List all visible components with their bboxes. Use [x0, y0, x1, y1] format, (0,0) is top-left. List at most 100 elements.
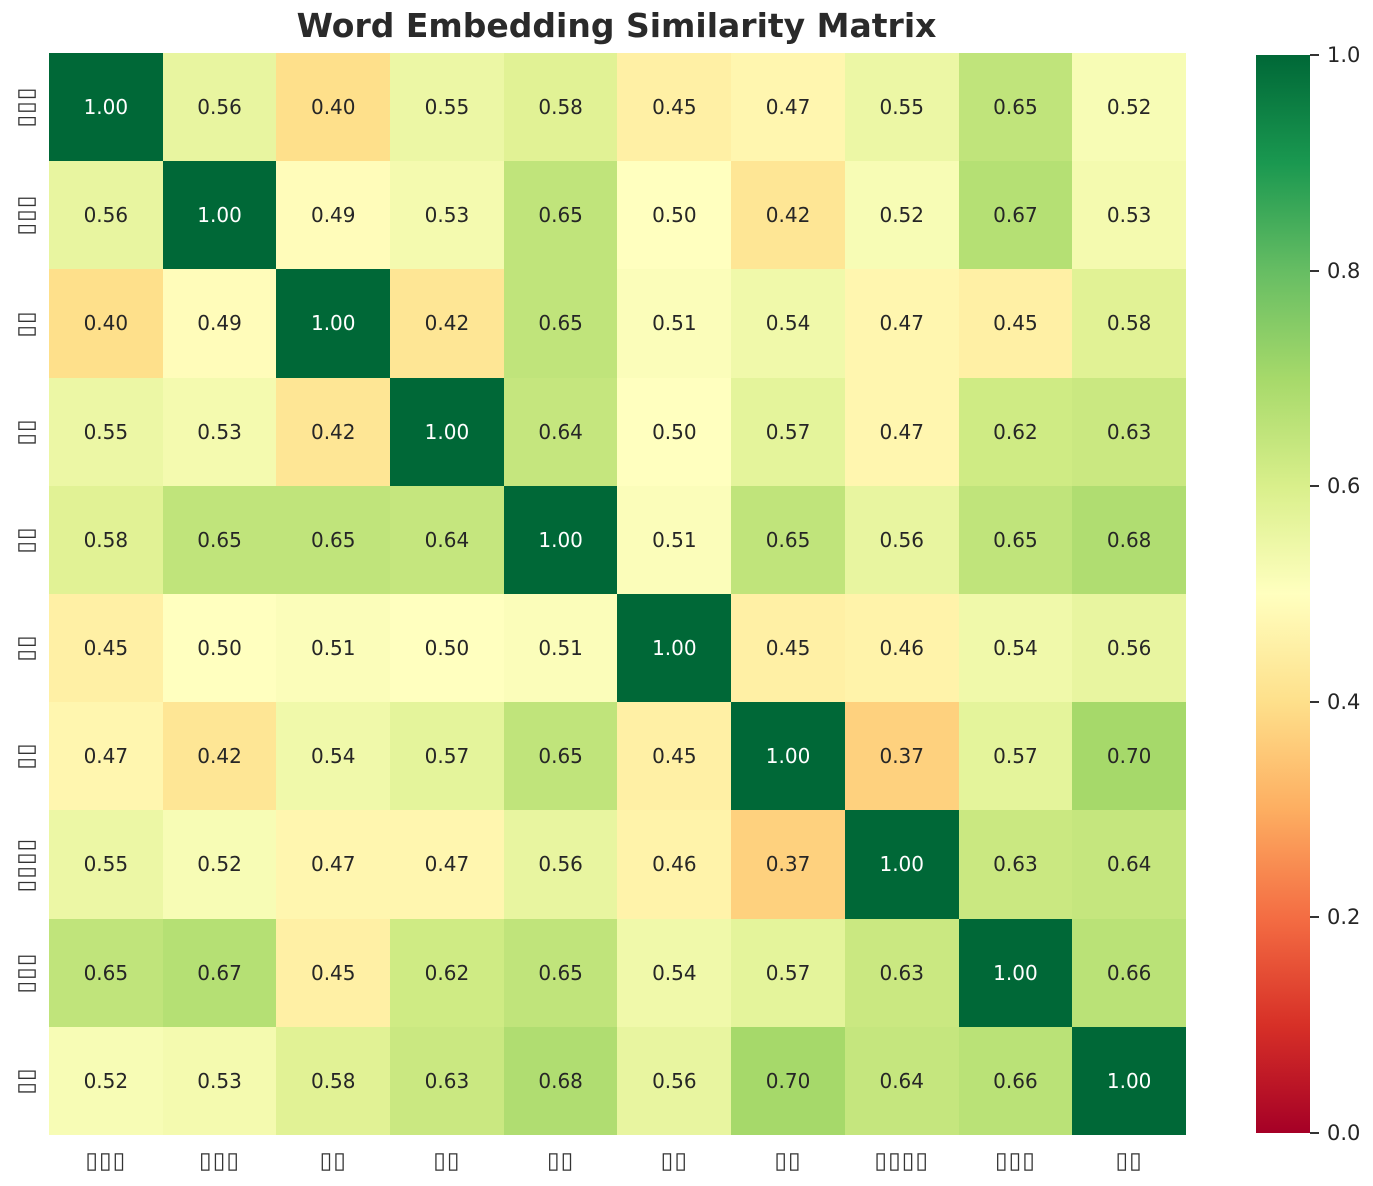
heatmap-cell: 0.47 [390, 810, 504, 919]
heatmap-cell: 0.65 [162, 485, 277, 594]
y-axis-tick-label: ▯▯▯ [13, 86, 39, 128]
x-axis-tick-label: ▯▯▯▯ [874, 1148, 930, 1174]
x-axis-tick-label: ▯▯ [774, 1148, 802, 1174]
heatmap-cell: 0.65 [503, 269, 618, 378]
heatmap-cell: 0.65 [49, 918, 163, 1027]
heatmap-cell: 0.66 [958, 1026, 1073, 1135]
heatmap-cell: 0.37 [731, 810, 845, 919]
heatmap-cell: 0.56 [49, 161, 163, 270]
heatmap-cell: 0.50 [617, 377, 732, 486]
colorbar-tick-label: 0.8 [1327, 258, 1361, 283]
heatmap-cell: 0.56 [1072, 593, 1186, 703]
heatmap-cell: 0.65 [503, 161, 618, 270]
heatmap-cell: 0.63 [844, 918, 959, 1027]
heatmap-cell: 1.00 [1072, 1026, 1186, 1135]
heatmap-cell: 0.53 [390, 161, 504, 270]
heatmap-cell: 0.55 [390, 53, 504, 162]
heatmap-cell: 0.66 [1072, 918, 1186, 1027]
heatmap-cell: 0.57 [731, 918, 845, 1027]
heatmap-cell: 0.58 [49, 485, 163, 594]
heatmap-cell: 0.46 [617, 810, 732, 919]
heatmap-cell: 0.47 [844, 269, 959, 378]
heatmap-cell: 0.51 [617, 485, 732, 594]
chart-title: Word Embedding Similarity Matrix [296, 6, 937, 45]
heatmap-cell: 0.54 [958, 593, 1073, 703]
heatmap-cell: 0.63 [390, 1026, 504, 1135]
x-axis-labels: ▯▯▯ ▯▯▯ ▯▯ ▯▯ ▯▯ ▯▯ ▯▯ ▯▯▯▯ ▯▯▯ ▯▯ [49, 1140, 1186, 1182]
heatmap-cell: 0.58 [276, 1026, 391, 1135]
colorbar-tick-label: 0.4 [1327, 689, 1361, 714]
y-axis-tick-label: ▯▯ [13, 634, 39, 662]
heatmap-cell: 0.45 [617, 702, 732, 811]
heatmap-cell: 0.57 [731, 377, 845, 486]
x-axis-tick-label: ▯▯▯ [199, 1148, 241, 1174]
heatmap-cell: 1.00 [844, 810, 959, 919]
heatmap-cell: 0.68 [503, 1026, 618, 1135]
heatmap-cell: 0.47 [276, 810, 391, 919]
heatmap-cell: 0.40 [49, 269, 163, 378]
heatmap-cell: 0.64 [844, 1026, 959, 1135]
heatmap-cell: 0.67 [162, 918, 277, 1027]
heatmap-cell: 0.70 [1072, 702, 1186, 811]
y-axis-tick-label: ▯▯ [13, 418, 39, 446]
x-axis-tick-label: ▯▯ [1115, 1148, 1143, 1174]
heatmap-cell: 0.65 [276, 485, 391, 594]
heatmap-cell: 0.70 [731, 1026, 845, 1135]
heatmap-cell: 0.53 [162, 1026, 277, 1135]
colorbar-tick-label: 0.0 [1327, 1121, 1361, 1145]
heatmap-cell: 0.58 [503, 53, 618, 162]
y-axis-tick-label: ▯▯ [13, 526, 39, 554]
heatmap-cell: 0.45 [617, 53, 732, 162]
heatmap-cell: 1.00 [503, 485, 618, 594]
heatmap-cell: 0.51 [276, 593, 391, 703]
heatmap-cell: 1.00 [731, 702, 845, 811]
colorbar-tick-mark [1310, 700, 1319, 703]
heatmap-cell: 0.65 [503, 702, 618, 811]
heatmap-cell: 0.68 [1072, 485, 1186, 594]
heatmap-cell: 0.45 [49, 593, 163, 703]
heatmap-cell: 1.00 [617, 593, 732, 703]
heatmap-cell: 0.65 [958, 485, 1073, 594]
heatmap-cell: 0.56 [162, 53, 277, 162]
heatmap-cell: 0.58 [1072, 269, 1186, 378]
heatmap-cell: 0.52 [1072, 53, 1186, 162]
heatmap-cell: 0.51 [503, 593, 618, 703]
heatmap-cell: 1.00 [390, 377, 504, 486]
heatmap-cell: 1.00 [162, 161, 277, 270]
colorbar-tick-mark [1310, 54, 1319, 56]
heatmap-cell: 0.62 [390, 918, 504, 1027]
heatmap-cell: 0.64 [390, 485, 504, 594]
heatmap-cell: 0.52 [844, 161, 959, 270]
colorbar-tick-mark [1310, 269, 1319, 272]
heatmap-cell: 0.47 [731, 53, 845, 162]
y-axis-tick-label: ▯▯▯ [13, 952, 39, 994]
heatmap-cell: 0.65 [958, 53, 1073, 162]
colorbar-tick-label: 0.2 [1327, 905, 1361, 930]
y-axis-tick-label: ▯▯ [13, 309, 39, 338]
heatmap-grid: 1.00 0.56 0.40 0.55 0.58 0.45 0.47 0.55 0.65 0.52… [49, 53, 1186, 1135]
x-axis-tick-label: ▯▯▯ [85, 1148, 127, 1174]
y-axis-labels: ▯▯▯ ▯▯▯ ▯▯ ▯▯ ▯▯ ▯▯ ▯▯ ▯▯▯▯ ▯▯▯ ▯▯ [0, 53, 48, 1135]
x-axis-tick-label: ▯▯ [319, 1148, 347, 1174]
heatmap-cell: 0.37 [844, 702, 959, 811]
heatmap-cell: 0.55 [844, 53, 959, 162]
heatmap-cell: 0.65 [731, 485, 845, 594]
heatmap-cell: 0.42 [390, 269, 504, 378]
heatmap-cell: 0.52 [162, 810, 277, 919]
heatmap-cell: 0.54 [731, 269, 845, 378]
heatmap-cell: 0.46 [844, 593, 959, 703]
heatmap-cell: 0.52 [49, 1026, 163, 1135]
heatmap-cell: 0.64 [1072, 810, 1186, 919]
heatmap-cell: 0.42 [162, 702, 277, 811]
y-axis-tick-label: ▯▯▯▯ [13, 837, 39, 892]
colorbar-tick-mark [1310, 1132, 1319, 1134]
heatmap-cell: 0.50 [617, 161, 732, 270]
heatmap-cell: 1.00 [49, 53, 163, 162]
heatmap-cell: 0.67 [958, 161, 1073, 270]
x-axis-tick-label: ▯▯ [546, 1148, 575, 1174]
x-axis-tick-label: ▯▯ [660, 1148, 689, 1174]
heatmap-cell: 0.63 [958, 810, 1073, 919]
heatmap-cell: 1.00 [958, 918, 1073, 1027]
heatmap-cell: 0.45 [731, 593, 845, 703]
